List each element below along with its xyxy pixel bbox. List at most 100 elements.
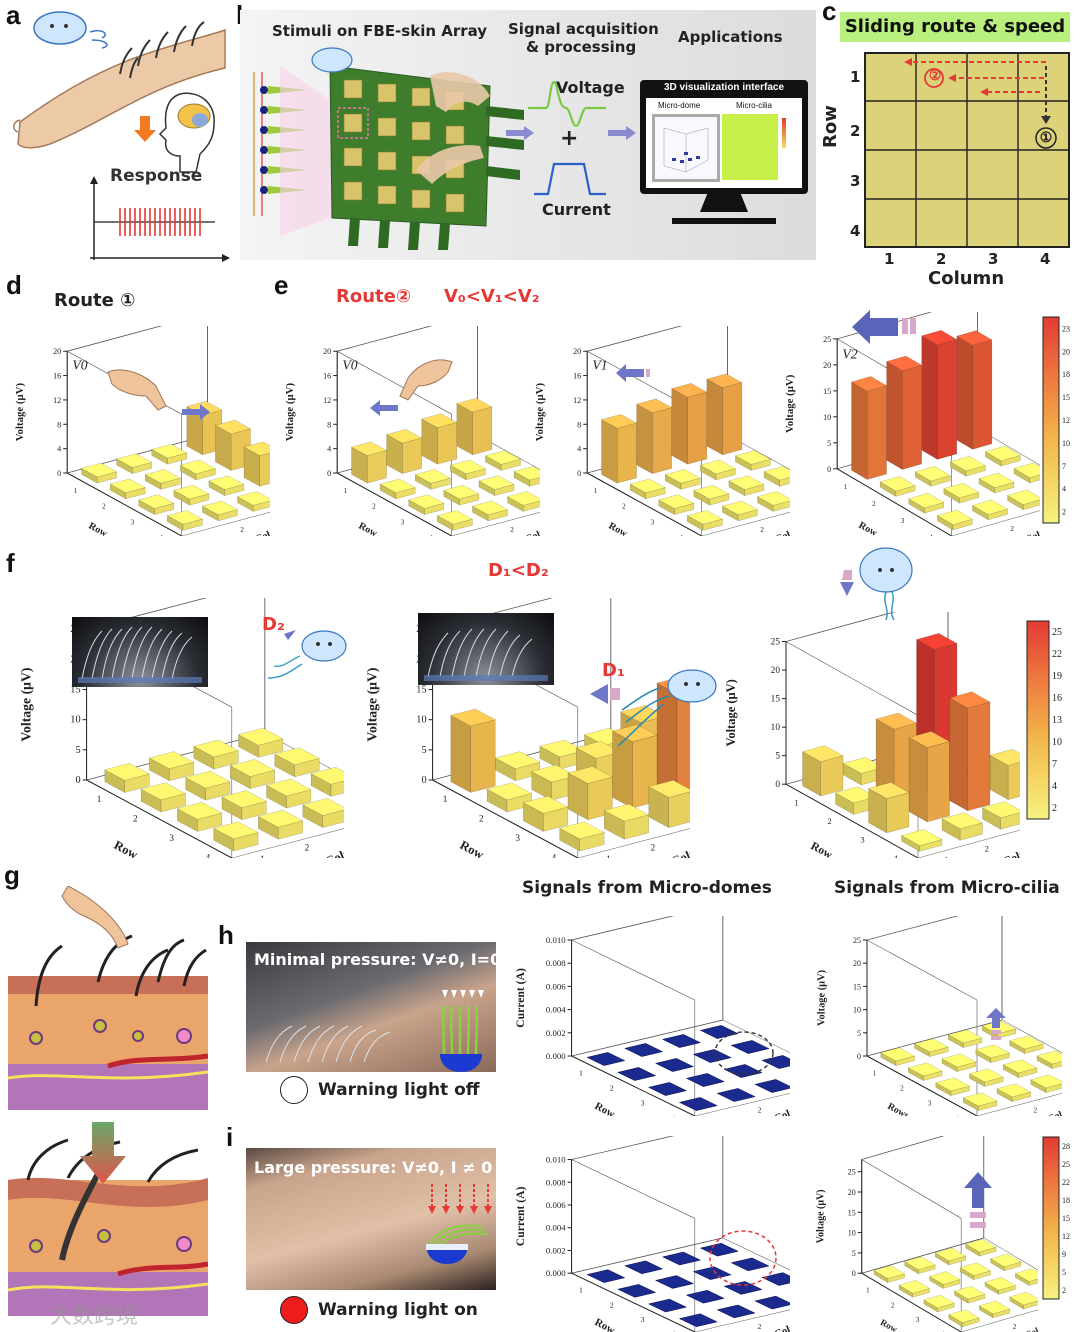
bar-top xyxy=(658,494,695,509)
row-axis xyxy=(432,779,579,858)
row-axis-label: Row xyxy=(593,1100,617,1116)
row-tick-label: 4 xyxy=(679,534,683,536)
z-tick-label: 0.000 xyxy=(546,1051,566,1061)
bar-top xyxy=(478,475,515,490)
bar-front xyxy=(676,690,690,797)
column-tick-label: 1 xyxy=(725,535,729,536)
colorbar-tick-label: 20 xyxy=(1062,347,1070,356)
bar-top xyxy=(229,759,276,777)
column-tick-label: 1 xyxy=(944,855,948,858)
panel-a-illustration xyxy=(13,11,230,262)
z-tick-label: 10 xyxy=(848,1229,856,1238)
panel-label-g: g xyxy=(4,860,20,890)
dome-cell xyxy=(730,1257,770,1272)
bar-top xyxy=(144,469,181,484)
bar3d-chart-h-domes: 0.000 0.002 0.004 0.006 0.008 0.010 Current (A… xyxy=(514,916,790,1117)
cilia-photo-1-strands xyxy=(78,626,202,683)
bar-front xyxy=(902,364,922,470)
row-tick-label: 4 xyxy=(894,854,899,858)
z-tick-label: 0.000 xyxy=(546,1268,566,1278)
bar-top xyxy=(265,778,312,797)
column-axis-label: Column xyxy=(1002,842,1020,858)
voltage-signal-icon xyxy=(528,80,606,128)
bar-top xyxy=(936,509,973,526)
bar-front xyxy=(253,500,270,512)
bar-front xyxy=(773,500,790,512)
electrode-pads xyxy=(343,79,465,213)
z-tick-label: 16 xyxy=(53,372,61,381)
colorbar-tick-label: 13 xyxy=(1052,715,1062,726)
bar-top xyxy=(1002,1059,1038,1074)
bar-front xyxy=(722,382,743,456)
bar-side xyxy=(601,419,618,484)
bar-top xyxy=(176,801,223,820)
bar-top xyxy=(522,795,569,814)
row-axis xyxy=(785,783,919,858)
bar-top xyxy=(934,1247,967,1262)
dome-cell xyxy=(624,1260,664,1275)
row-axis-label: Row xyxy=(593,1316,617,1332)
bar-front xyxy=(668,791,690,828)
panel-e-route-title: Route② xyxy=(336,286,412,307)
row-tick-label: 2 xyxy=(828,817,832,826)
bar-top xyxy=(879,476,916,492)
bar-top xyxy=(310,766,344,785)
bar-top xyxy=(962,1092,998,1107)
bar-top xyxy=(436,510,474,525)
row-axis-label: Rows xyxy=(886,1101,911,1116)
dome-cell xyxy=(647,1082,688,1096)
bar-top xyxy=(635,398,673,413)
warning-light-off-label: Warning light off xyxy=(318,1080,480,1100)
colorbar-f-d0: 25 22 19 16 13 10 7 4 2 xyxy=(1026,620,1062,820)
up-arrow-i xyxy=(964,1172,992,1228)
row-tick-label: 4 xyxy=(206,852,211,858)
z-tick-label: 20 xyxy=(771,666,781,676)
speed-label: V1 xyxy=(592,357,607,372)
bar-top xyxy=(115,453,153,468)
arm-hairs xyxy=(119,21,205,79)
z-tick-label: 15 xyxy=(70,685,80,696)
large-pressure-caption: Large pressure: V≠0, I ≠ 0 xyxy=(254,1158,493,1177)
column-tick-label: 2 xyxy=(651,842,656,852)
column-axis-label: Column xyxy=(254,522,270,536)
z-tick-label: 15 xyxy=(416,685,426,696)
colorbar-tick-label: 2 xyxy=(1052,803,1057,814)
row-tick-label: 4 xyxy=(429,534,433,536)
column-tick-label: 1 xyxy=(720,1115,724,1117)
bar-top xyxy=(923,1294,955,1309)
bar-top xyxy=(953,1285,986,1300)
dome-cell xyxy=(692,1266,732,1280)
back-wall xyxy=(571,916,724,1057)
colorbar-tick-label: 2 xyxy=(1062,508,1066,517)
z-axis-label: Voltage (μV) xyxy=(815,1189,826,1243)
floor-edge xyxy=(961,1237,1038,1332)
row-tick-label: 1 xyxy=(97,794,102,804)
bar-top xyxy=(1030,1074,1062,1089)
col-tick-3: 3 xyxy=(988,250,999,268)
minimal-pressure-photo xyxy=(246,942,496,1072)
monitor-colorbar xyxy=(782,118,786,148)
z-tick-label: 25 xyxy=(848,1168,856,1177)
down-arrow-icon xyxy=(134,116,156,142)
row-tick-3: 3 xyxy=(850,172,861,190)
row-tick-label: 4 xyxy=(929,534,933,536)
colorbar-tick-label: 25 xyxy=(1062,1160,1070,1169)
head-brain-icon xyxy=(158,92,215,173)
signals-cilia-title: Signals from Micro-cilia xyxy=(834,878,1060,898)
hand-icon xyxy=(430,72,490,112)
bar-side xyxy=(671,388,688,465)
dashed-circle-i xyxy=(709,1230,777,1286)
bar-top xyxy=(213,821,259,840)
z-tick-label: 0.008 xyxy=(546,958,566,968)
panel-e-speed-title: V₀<V₁<V₂ xyxy=(444,286,540,307)
row-axis xyxy=(336,472,452,536)
signal-title-1: Signal acquisition xyxy=(508,20,659,38)
z-tick-label: 20 xyxy=(323,347,331,356)
bar-top xyxy=(414,469,451,484)
bar-front xyxy=(1028,1278,1038,1286)
z-axis-label: Voltage (μV) xyxy=(14,383,26,442)
z-axis-label: Voltage (μV) xyxy=(784,374,796,433)
bar-top xyxy=(981,801,1020,819)
bar-front xyxy=(1023,1300,1038,1310)
row-tick-label: 3 xyxy=(861,835,865,844)
